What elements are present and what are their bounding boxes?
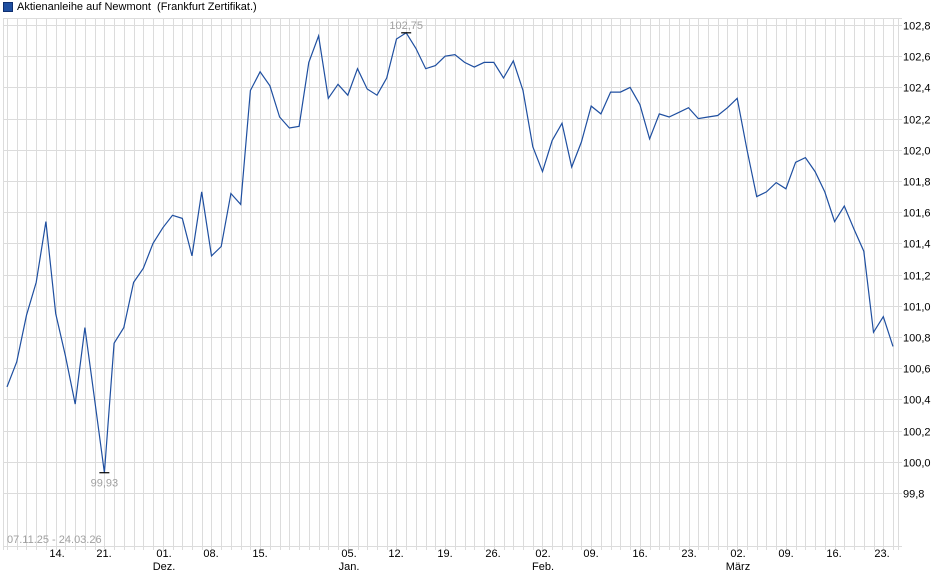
y-tick-label: 100,4 — [903, 395, 931, 407]
x-tick-label: 02. — [535, 548, 550, 560]
x-month-label: März — [726, 561, 750, 573]
x-tick-label: 26. — [485, 548, 500, 560]
vertical-gridlines — [3, 18, 899, 550]
x-tick-label: 15. — [252, 548, 267, 560]
y-axis-labels: 102,8 102,6 102,4 102,2 102,0 101,8 101,6 101,4… — [903, 21, 931, 501]
x-month-label: Feb. — [532, 561, 554, 573]
x-month-label: Dez. — [153, 561, 176, 573]
x-tick-label: 23. — [874, 548, 889, 560]
y-tick-label: 101,8 — [903, 177, 931, 189]
x-tick-label: 12. — [388, 548, 403, 560]
x-month-label: Jan. — [339, 561, 360, 573]
x-tick-label: 19. — [437, 548, 452, 560]
x-tick-label: 09. — [778, 548, 793, 560]
x-tick-label: 02. — [730, 548, 745, 560]
y-tick-label: 102,6 — [903, 52, 931, 64]
y-tick-label: 101,6 — [903, 208, 931, 220]
x-tick-label: 14. — [49, 548, 64, 560]
y-tick-label: 101,4 — [903, 239, 931, 251]
x-axis-labels: 14. 21. 01.Dez.08. 15. 05.Jan.12. 19. 26. 02.Fe… — [49, 548, 889, 573]
legend-instrument: Aktienanleihe auf Newmont — [17, 1, 151, 13]
price-line — [6, 31, 894, 473]
y-tick-label: 100,6 — [903, 364, 931, 376]
x-tick-label: 23. — [681, 548, 696, 560]
x-tick-label: 08. — [203, 548, 218, 560]
x-tick-label: 16. — [826, 548, 841, 560]
y-tick-label: 102,0 — [903, 146, 931, 158]
x-tick-label: 21. — [96, 548, 111, 560]
date-range-label: 07.11.25 - 24.03.26 — [7, 534, 102, 546]
x-tick-label: 09. — [583, 548, 598, 560]
high-value-label: 102,75 — [389, 20, 423, 32]
legend-exchange: (Frankfurt Zertifikat.) — [157, 1, 257, 13]
horizontal-gridlines — [3, 18, 902, 547]
y-tick-label: 101,0 — [903, 302, 931, 314]
y-tick-label: 101,2 — [903, 271, 931, 283]
x-tick-label: 01. — [156, 548, 171, 560]
chart-legend: Aktienanleihe auf Newmont (Frankfurt Zer… — [3, 0, 257, 14]
low-value-label: 99,93 — [91, 478, 119, 490]
legend-swatch-icon — [3, 2, 13, 12]
y-tick-label: 102,8 — [903, 21, 931, 33]
y-tick-label: 100,8 — [903, 333, 931, 345]
y-tick-label: 102,4 — [903, 83, 931, 95]
y-tick-label: 99,8 — [903, 489, 924, 501]
x-tick-label: 05. — [341, 548, 356, 560]
y-tick-label: 100,2 — [903, 427, 931, 439]
y-tick-label: 100,0 — [903, 458, 931, 470]
y-tick-label: 102,2 — [903, 115, 931, 127]
x-tick-label: 16. — [632, 548, 647, 560]
